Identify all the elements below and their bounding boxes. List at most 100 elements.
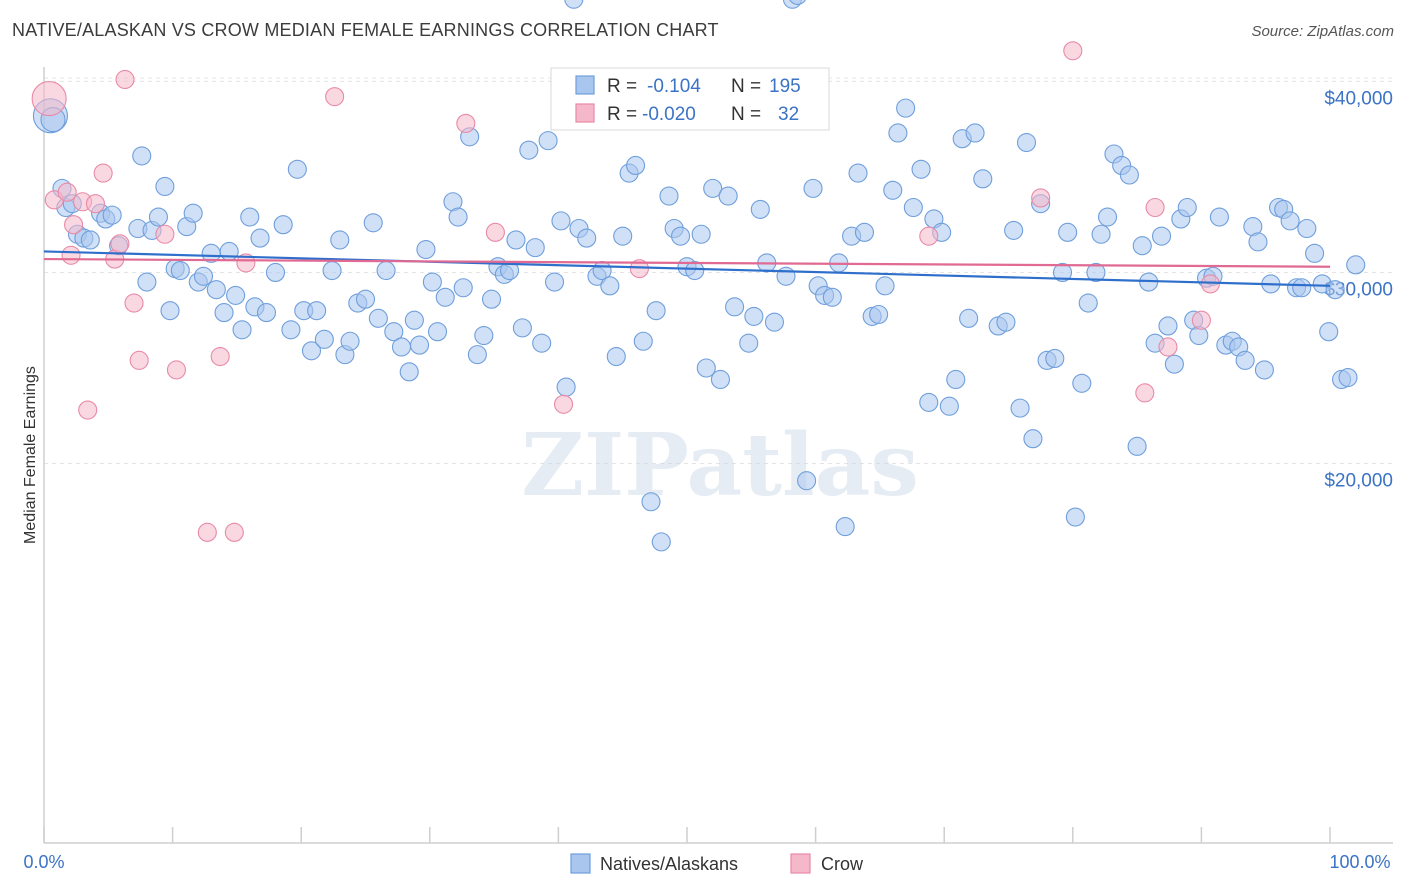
crow-point-16 <box>197 522 217 542</box>
natives-point-54 <box>399 362 419 382</box>
natives-point-151 <box>1045 348 1065 368</box>
y-tick-label-40000: $40,000 <box>1324 88 1393 109</box>
crow-point-31 <box>1191 310 1211 330</box>
bottom-legend-natives: Natives/Alaskans <box>600 854 738 874</box>
natives-point-56 <box>409 335 430 355</box>
natives-point-100 <box>696 358 716 378</box>
natives-point-194 <box>1325 280 1345 300</box>
natives-point-131 <box>903 197 923 218</box>
natives-point-27 <box>214 303 234 323</box>
natives-point-13 <box>132 146 152 166</box>
natives-point-79 <box>556 377 576 397</box>
natives-point-35 <box>265 262 286 283</box>
crow-point-4 <box>64 215 84 235</box>
crow-point-29 <box>1145 197 1165 218</box>
crow-point-2 <box>57 182 77 202</box>
natives-point-76 <box>538 131 558 151</box>
crow-point-32 <box>1200 274 1220 294</box>
natives-point-115 <box>797 471 817 491</box>
natives-point-128 <box>883 180 903 200</box>
natives-point-77 <box>544 272 565 292</box>
legend-n-label-1: N = <box>731 76 761 97</box>
crow-point-20 <box>325 87 345 107</box>
natives-point-72 <box>512 318 532 338</box>
natives-point-30 <box>232 320 252 340</box>
legend-r-value-2: -0.020 <box>642 104 696 125</box>
natives-point-36 <box>273 215 293 235</box>
natives-point-53 <box>391 337 412 357</box>
natives-point-124 <box>854 222 875 242</box>
natives-point-98 <box>685 260 705 281</box>
natives-point-44 <box>330 230 350 250</box>
natives-point-136 <box>939 396 959 416</box>
crow-point-7 <box>85 194 105 214</box>
legend-n-value-1: 195 <box>769 76 801 97</box>
natives-point-82 <box>577 228 597 248</box>
natives-alaskans-points <box>32 0 1366 552</box>
crow-point-23 <box>553 394 574 414</box>
natives-point-101 <box>703 178 723 198</box>
natives-point-147 <box>1016 132 1037 153</box>
natives-point-55 <box>404 310 424 330</box>
chart-title: NATIVE/ALASKAN VS CROW MEDIAN FEMALE EAR… <box>12 20 719 40</box>
natives-point-176 <box>1209 207 1229 227</box>
natives-point-57 <box>416 239 436 260</box>
natives-point-156 <box>1078 293 1098 313</box>
natives-trend-line <box>43 250 1331 287</box>
crow-point-3 <box>61 245 81 265</box>
natives-point-144 <box>996 312 1016 332</box>
natives-point-73 <box>519 140 539 160</box>
natives-point-180 <box>1235 350 1255 370</box>
crow-point-25 <box>919 226 939 246</box>
crow-point-13 <box>129 350 149 370</box>
crow-point-12 <box>124 293 144 313</box>
crow-point-19 <box>236 253 256 273</box>
natives-point-14 <box>137 272 157 292</box>
legend-n-label-2: N = <box>731 104 761 125</box>
crow-point-17 <box>210 346 230 367</box>
natives-point-78 <box>551 211 571 231</box>
natives-point-154 <box>1065 507 1085 527</box>
natives-point-66 <box>474 325 494 346</box>
natives-point-158 <box>1091 224 1111 244</box>
natives-point-123 <box>848 163 868 183</box>
natives-point-130 <box>896 98 916 118</box>
legend-r-label-2: R = <box>607 104 637 125</box>
natives-point-119 <box>822 287 842 307</box>
natives-point-33 <box>250 228 270 248</box>
natives-point-164 <box>1132 236 1152 256</box>
natives-point-169 <box>1164 354 1184 374</box>
natives-point-80 <box>564 0 584 9</box>
natives-point-157 <box>1086 262 1106 283</box>
natives-point-42 <box>314 329 334 349</box>
natives-point-67 <box>481 289 502 309</box>
natives-point-112 <box>776 266 796 286</box>
crow-point-11 <box>115 69 135 90</box>
x-tick-label-min: 0.0% <box>23 852 64 872</box>
natives-point-20 <box>170 260 190 281</box>
natives-point-133 <box>919 392 939 412</box>
natives-point-60 <box>435 287 455 307</box>
natives-point-197 <box>1346 255 1366 275</box>
natives-point-104 <box>725 297 745 317</box>
natives-point-137 <box>946 369 966 390</box>
legend-r-label-1: R = <box>607 76 637 97</box>
natives-point-10 <box>102 205 122 225</box>
natives-point-28 <box>219 241 239 261</box>
natives-point-159 <box>1097 207 1118 227</box>
natives-point-75 <box>532 333 552 353</box>
natives-point-41 <box>307 301 327 321</box>
y-tick-labels: $20,000$30,000$40,000$50,000 <box>1324 88 1393 491</box>
y-axis-label: Median Female Earnings <box>22 366 39 544</box>
legend-swatch-crow <box>575 103 595 123</box>
natives-point-89 <box>626 155 646 176</box>
bottom-legend-crow: Crow <box>821 854 864 874</box>
natives-point-129 <box>888 123 908 143</box>
natives-point-18 <box>160 301 180 321</box>
natives-point-182 <box>1248 232 1268 252</box>
natives-point-187 <box>1280 211 1300 231</box>
natives-point-103 <box>718 186 738 206</box>
crow-point-14 <box>155 224 175 244</box>
natives-point-168 <box>1158 316 1178 336</box>
natives-point-148 <box>1023 429 1043 449</box>
